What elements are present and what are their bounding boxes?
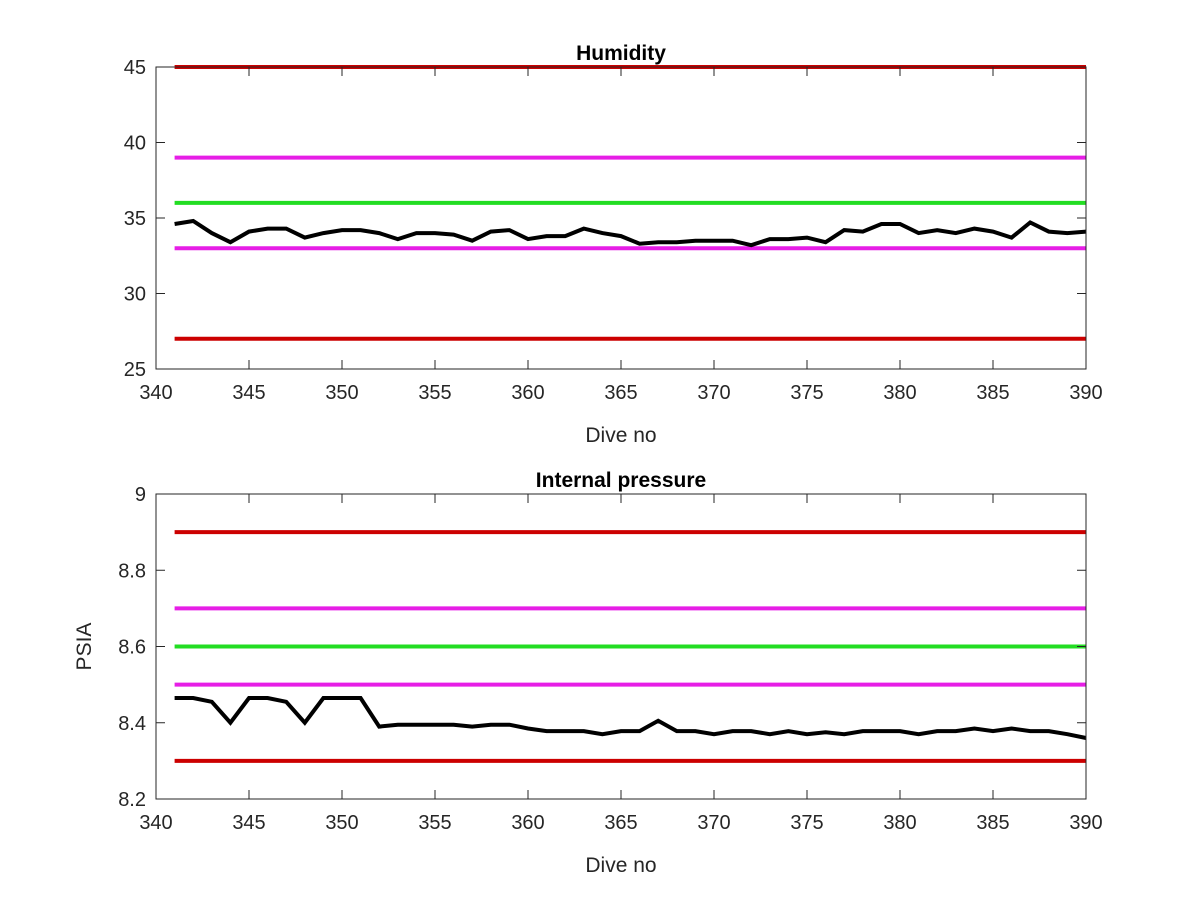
humidity-plot-area xyxy=(156,67,1086,369)
humidity-x-tick-label: 355 xyxy=(418,382,451,404)
internal-pressure-title: Internal pressure xyxy=(536,469,706,492)
internal-pressure-y-axis-label: PSIA xyxy=(73,623,96,671)
humidity-y-tick-label: 35 xyxy=(124,208,146,230)
humidity-y-tick-label: 25 xyxy=(124,359,146,381)
internal-pressure-x-tick-label: 355 xyxy=(418,812,451,834)
humidity-y-tick-label: 40 xyxy=(124,133,146,155)
internal-pressure-data-series-0 xyxy=(174,696,1087,740)
internal-pressure-x-tick-label: 340 xyxy=(139,812,172,834)
humidity-x-tick-label: 370 xyxy=(697,382,730,404)
internal-pressure-x-tick-label: 380 xyxy=(883,812,916,834)
humidity-x-tick-label: 360 xyxy=(511,382,544,404)
internal-pressure-x-tick-label: 345 xyxy=(232,812,265,834)
internal-pressure-y-tick-label: 9 xyxy=(135,484,146,506)
humidity-y-tick-label: 45 xyxy=(124,57,146,79)
humidity-x-tick-label: 375 xyxy=(790,382,823,404)
internal-pressure-x-axis-label: Dive no xyxy=(585,854,656,877)
internal-pressure-x-tick-label: 360 xyxy=(511,812,544,834)
humidity-x-tick-label: 365 xyxy=(604,382,637,404)
humidity-x-axis-label: Dive no xyxy=(585,424,656,447)
humidity-x-tick-label: 340 xyxy=(139,382,172,404)
humidity-x-tick-label: 380 xyxy=(883,382,916,404)
humidity-x-tick-label: 385 xyxy=(976,382,1009,404)
internal-pressure-y-tick-label: 8.2 xyxy=(118,789,146,811)
internal-pressure-y-tick-label: 8.6 xyxy=(118,637,146,659)
humidity-title: Humidity xyxy=(576,42,666,65)
internal-pressure-x-tick-label: 365 xyxy=(604,812,637,834)
internal-pressure-x-tick-label: 375 xyxy=(790,812,823,834)
humidity-y-tick-label: 30 xyxy=(124,284,146,306)
humidity-x-tick-label: 350 xyxy=(325,382,358,404)
humidity-plot: 340 345 350 355 360 365 370 375 380 385 390 25 30 35 4… xyxy=(124,42,1103,447)
humidity-x-tick-label: 390 xyxy=(1069,382,1102,404)
internal-pressure-x-tick-label: 370 xyxy=(697,812,730,834)
internal-pressure-plot: 340 345 350 355 360 365 370 375 380 385 390 8.2 8.4 8… xyxy=(73,469,1103,877)
internal-pressure-x-tick-label: 385 xyxy=(976,812,1009,834)
humidity-data-series-0 xyxy=(174,218,1087,248)
humidity-x-tick-label: 345 xyxy=(232,382,265,404)
internal-pressure-x-tick-label: 350 xyxy=(325,812,358,834)
internal-pressure-y-tick-label: 8.8 xyxy=(118,560,146,582)
internal-pressure-y-tick-label: 8.4 xyxy=(118,713,146,735)
internal-pressure-x-tick-label: 390 xyxy=(1069,812,1102,834)
